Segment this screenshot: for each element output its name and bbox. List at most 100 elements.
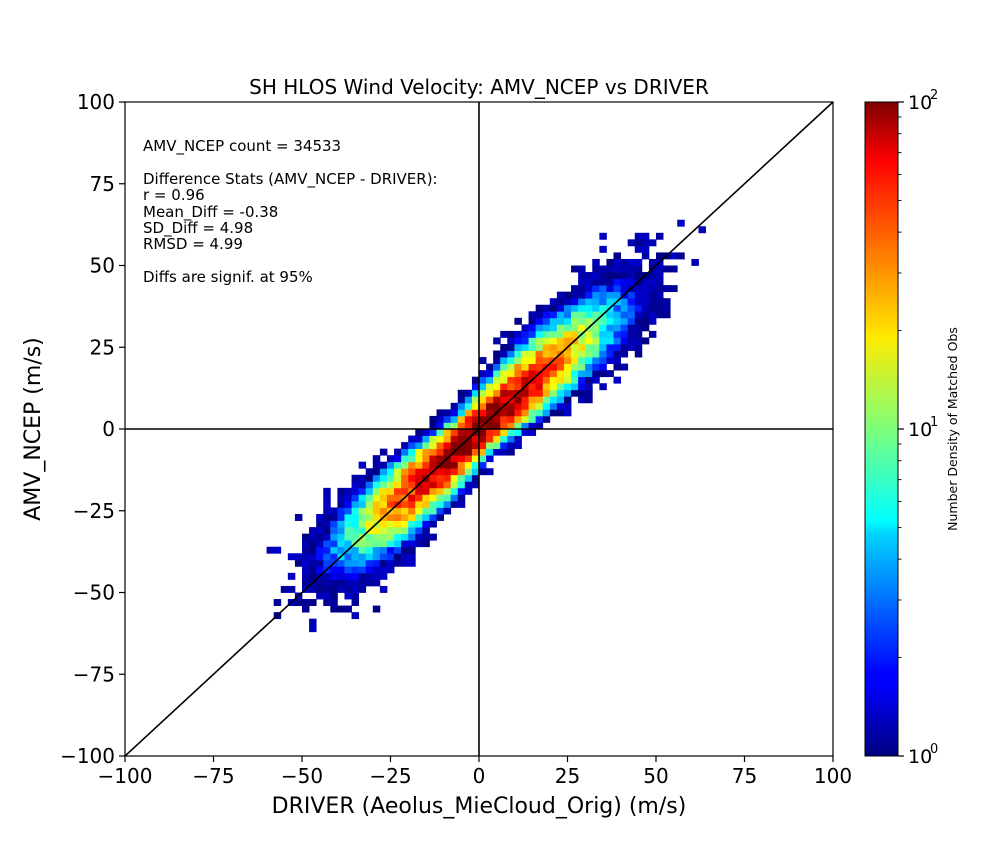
density-cell	[330, 540, 338, 548]
density-cell	[415, 474, 423, 482]
density-cell	[457, 468, 466, 476]
colorbar-tick-label: 10	[908, 746, 932, 768]
density-cell	[549, 396, 558, 404]
density-cell	[571, 376, 579, 384]
density-cell	[358, 514, 367, 521]
density-cell	[549, 350, 558, 358]
density-cell	[656, 272, 664, 279]
density-cell	[648, 330, 657, 338]
density-cell	[486, 435, 494, 443]
density-cell	[620, 258, 629, 266]
density-cell	[521, 357, 529, 364]
density-cell	[287, 553, 296, 561]
density-cell	[641, 232, 650, 240]
density-cell	[436, 487, 444, 495]
density-cell	[351, 546, 360, 554]
density-cell	[372, 605, 381, 613]
density-cell	[372, 559, 381, 567]
density-cell	[372, 455, 381, 463]
chart-title: SH HLOS Wind Velocity: AMV_NCEP vs DRIVE…	[249, 75, 709, 99]
density-cell	[656, 232, 664, 240]
density-cell	[592, 285, 600, 293]
density-cell	[394, 514, 402, 521]
density-cell	[521, 389, 529, 397]
density-cell	[571, 324, 579, 332]
density-cell	[542, 350, 551, 358]
density-cell	[606, 265, 614, 273]
density-cell	[422, 448, 430, 456]
density-cell	[464, 429, 473, 436]
density-cell	[479, 415, 487, 423]
density-cell	[429, 507, 437, 515]
density-cell	[613, 363, 621, 371]
density-cell	[599, 324, 607, 332]
density-cell	[365, 540, 374, 548]
density-cell	[379, 461, 388, 469]
density-cell	[606, 291, 614, 299]
density-cell	[620, 298, 629, 306]
density-cell	[535, 357, 544, 364]
density-cell	[471, 448, 480, 456]
density-cell	[599, 317, 607, 325]
density-cell	[408, 553, 416, 561]
density-cell	[401, 474, 409, 482]
density-cell	[408, 474, 416, 482]
density-cell	[556, 357, 565, 364]
density-cell	[648, 298, 657, 306]
density-cell	[344, 605, 352, 613]
density-cell	[344, 572, 352, 580]
density-cell	[464, 474, 473, 482]
density-cell	[641, 337, 650, 345]
density-cell	[344, 507, 352, 515]
density-cell	[634, 317, 643, 325]
density-cell	[521, 343, 529, 351]
density-cell	[372, 553, 381, 561]
density-cell	[351, 585, 360, 593]
density-cell	[479, 402, 487, 410]
density-cell	[429, 461, 437, 469]
density-cell	[287, 585, 296, 593]
density-cell	[613, 357, 621, 364]
density-cell	[648, 317, 657, 325]
density-cell	[457, 461, 466, 469]
density-cell	[479, 383, 487, 391]
density-cell	[457, 481, 466, 489]
density-cell	[606, 317, 614, 325]
density-cell	[500, 376, 508, 384]
density-cell	[401, 448, 409, 456]
density-cell	[443, 487, 452, 495]
density-cell	[394, 468, 402, 476]
density-cell	[330, 605, 338, 613]
x-tick-label: 0	[473, 764, 486, 788]
density-cell	[394, 540, 402, 548]
density-cell	[337, 494, 345, 502]
density-cell	[344, 592, 352, 600]
density-cell	[351, 572, 360, 580]
density-cell	[429, 520, 437, 528]
density-cell	[471, 455, 480, 463]
density-cell	[344, 540, 352, 548]
density-cell	[351, 494, 360, 502]
density-cell	[578, 317, 586, 325]
density-cell	[571, 389, 579, 397]
density-cell	[500, 409, 508, 417]
density-cell	[280, 585, 289, 593]
y-tick-label: −100	[60, 744, 115, 768]
density-cell	[323, 514, 331, 521]
density-cell	[394, 481, 402, 489]
density-cell	[365, 533, 374, 541]
density-cell	[337, 572, 345, 580]
density-cell	[578, 278, 586, 286]
density-cell	[464, 422, 473, 430]
density-cell	[514, 350, 522, 358]
density-cell	[372, 546, 381, 554]
density-cell	[578, 337, 586, 345]
density-cell	[620, 343, 629, 351]
density-cell	[613, 252, 621, 260]
density-cell	[486, 363, 494, 371]
density-cell	[486, 409, 494, 417]
density-cell	[309, 553, 317, 561]
density-cell	[415, 500, 423, 508]
density-cell	[493, 402, 501, 410]
